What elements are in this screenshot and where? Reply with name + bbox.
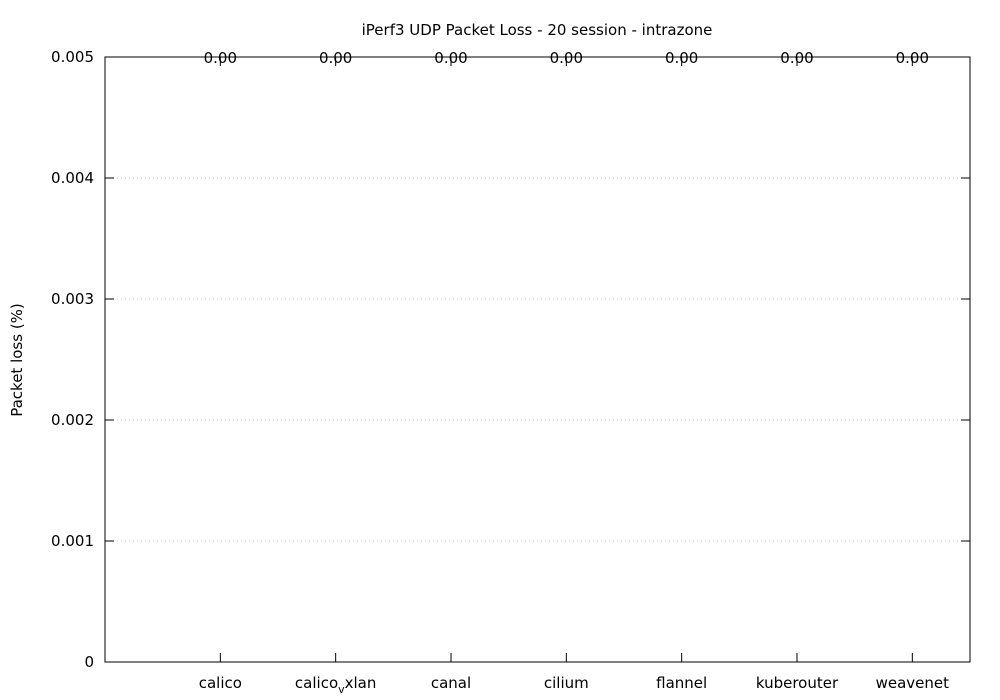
y-tick-label: 0.002 — [51, 411, 94, 429]
y-axis-label: Packet loss (%) — [8, 303, 26, 417]
y-tick-label: 0.004 — [51, 169, 94, 187]
y-tick-label: 0.001 — [51, 532, 94, 550]
data-label-flannel: 0.00 — [665, 49, 698, 67]
plot-frame — [104, 56, 971, 663]
data-label-canal: 0.00 — [434, 49, 467, 67]
tick-marks — [105, 57, 970, 662]
y-tick-label: 0.003 — [51, 290, 94, 308]
x-tick-label-calico: calico — [199, 674, 242, 692]
data-label-cilium: 0.00 — [550, 49, 583, 67]
x-tick-label-cilium: cilium — [544, 674, 589, 692]
data-label-weavenet: 0.00 — [896, 49, 929, 67]
y-tick-label: 0.005 — [51, 48, 94, 66]
x-tick-label-flannel: flannel — [656, 674, 707, 692]
chart-title: iPerf3 UDP Packet Loss - 20 session - in… — [362, 21, 713, 39]
x-tick-labels: calico calicovxlan canal cilium flannel kuber… — [199, 674, 949, 696]
data-labels: 0.00 0.00 0.00 0.00 0.00 0.00 0.00 — [204, 49, 929, 67]
x-tick-label-calico_vxlan: calicovxlan — [295, 674, 376, 696]
grid-lines — [105, 177, 970, 542]
x-tick-label-kuberouter: kuberouter — [756, 674, 839, 692]
data-label-calico_vxlan: 0.00 — [319, 49, 352, 67]
x-tick-label-canal: canal — [431, 674, 471, 692]
data-label-calico: 0.00 — [204, 49, 237, 67]
x-tick-label-weavenet: weavenet — [876, 674, 950, 692]
data-label-kuberouter: 0.00 — [780, 49, 813, 67]
y-tick-label: 0 — [84, 653, 94, 671]
y-tick-labels: 0 0.001 0.002 0.003 0.004 0.005 — [51, 48, 94, 671]
